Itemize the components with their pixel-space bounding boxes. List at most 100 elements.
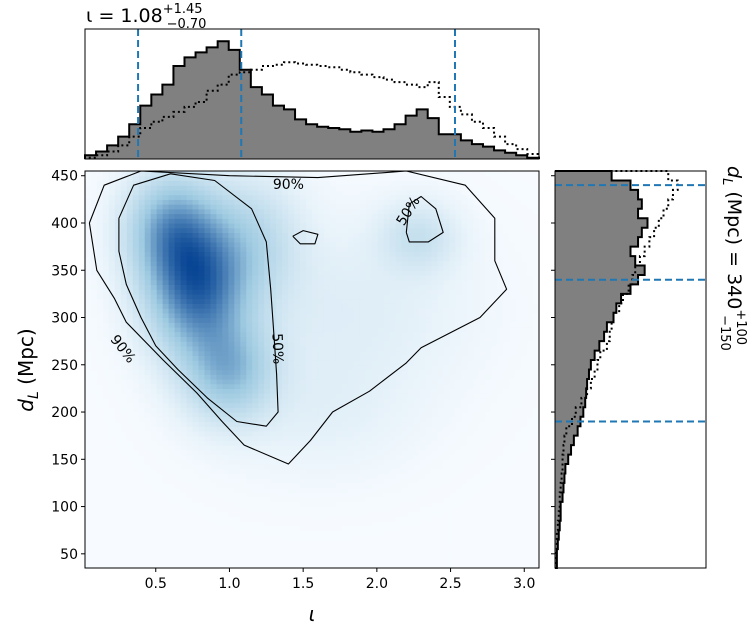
heatmap-cell (383, 549, 391, 555)
heatmap-cell (240, 435, 247, 441)
heatmap-cell (162, 175, 170, 182)
heatmap-cell (216, 539, 223, 545)
heatmap-cell (85, 511, 92, 517)
heatmap-cell (401, 378, 409, 385)
heatmap-cell (210, 506, 218, 512)
heatmap-cell (246, 289, 253, 295)
heatmap-cell (85, 308, 92, 314)
heatmap-cell (186, 341, 194, 347)
heatmap-cell (162, 388, 170, 394)
heatmap-cell (90, 393, 98, 399)
heatmap-cell (234, 426, 241, 432)
heatmap-cell (192, 501, 200, 508)
heatmap-cell (108, 482, 116, 489)
heatmap-cell (162, 516, 170, 522)
heatmap-cell (240, 459, 247, 465)
heatmap-cell (90, 265, 98, 271)
heatmap-cell (288, 402, 295, 408)
heatmap-cell (162, 553, 170, 560)
heatmap-cell (132, 251, 140, 257)
heatmap-cell (294, 563, 301, 568)
heatmap-cell (323, 308, 331, 314)
heatmap-cell (288, 279, 295, 286)
heatmap-cell (365, 364, 373, 371)
heatmap-cell (216, 520, 223, 527)
heatmap-cell (335, 416, 343, 423)
heatmap-cell (389, 222, 397, 229)
heatmap-cell (365, 459, 373, 465)
heatmap-cell (335, 303, 343, 309)
heatmap-cell (96, 416, 104, 423)
heatmap-cell (431, 194, 439, 200)
heatmap-cell (389, 492, 397, 498)
heatmap-cell (120, 251, 128, 257)
heatmap-cell (270, 175, 277, 182)
heatmap-cell (156, 208, 164, 215)
heatmap-cell (252, 308, 259, 314)
heatmap-cell (419, 539, 427, 545)
heatmap-cell (216, 303, 223, 309)
heatmap-cell (401, 279, 409, 286)
heatmap-cell (186, 558, 194, 564)
heatmap-cell (383, 454, 391, 460)
heatmap-cell (168, 204, 176, 210)
heatmap-cell (85, 374, 92, 380)
heatmap-cell (312, 308, 319, 314)
heatmap-cell (407, 435, 415, 441)
heatmap-cell (85, 312, 92, 319)
heatmap-cell (347, 440, 355, 446)
heatmap-cell (96, 525, 104, 531)
heatmap-cell (186, 308, 194, 314)
heatmap-cell (162, 199, 170, 205)
heatmap-cell (216, 317, 223, 323)
heatmap-cell (282, 553, 289, 560)
heatmap-cell (413, 383, 421, 390)
heatmap-cell (234, 289, 241, 295)
heatmap-cell (222, 393, 229, 399)
heatmap-cell (431, 289, 439, 295)
heatmap-cell (270, 473, 277, 479)
heatmap-cell (407, 199, 415, 205)
heatmap-cell (359, 383, 367, 390)
heatmap-cell (341, 251, 349, 257)
heatmap-cell (270, 478, 277, 484)
heatmap-cell (365, 501, 373, 508)
heatmap-cell (108, 430, 116, 437)
heatmap-cell (216, 407, 223, 413)
heatmap-cell (138, 274, 146, 281)
heatmap-cell (210, 468, 218, 475)
heatmap-cell (353, 326, 361, 333)
heatmap-cell (222, 407, 229, 413)
heatmap-cell (96, 241, 104, 248)
heatmap-cell (126, 298, 134, 304)
heatmap-cell (90, 317, 98, 323)
heatmap-cell (204, 350, 212, 356)
heatmap-cell (425, 501, 433, 508)
heatmap-cell (282, 525, 289, 531)
heatmap-cell (312, 303, 319, 309)
heatmap-cell (222, 293, 229, 300)
heatmap-cell (341, 256, 349, 262)
heatmap-cell (126, 303, 134, 309)
heatmap-cell (210, 345, 218, 352)
heatmap-cell (114, 246, 122, 252)
heatmap-cell (90, 459, 98, 465)
heatmap-cell (294, 525, 301, 531)
heatmap-cell (335, 213, 343, 219)
heatmap-cell (401, 265, 409, 271)
heatmap-cell (276, 445, 283, 451)
heatmap-cell (401, 341, 409, 347)
heatmap-cell (138, 204, 146, 210)
heatmap-cell (329, 341, 337, 347)
heatmap-cell (335, 274, 343, 281)
heatmap-cell (85, 430, 92, 437)
heatmap-cell (228, 185, 235, 191)
heatmap-cell (270, 440, 277, 446)
heatmap-cell (96, 194, 104, 200)
heatmap-cell (312, 506, 319, 512)
heatmap-cell (431, 468, 439, 475)
heatmap-cell (222, 232, 229, 238)
heatmap-cell (144, 388, 152, 394)
heatmap-cell (85, 388, 92, 394)
heatmap-cell (317, 378, 325, 385)
